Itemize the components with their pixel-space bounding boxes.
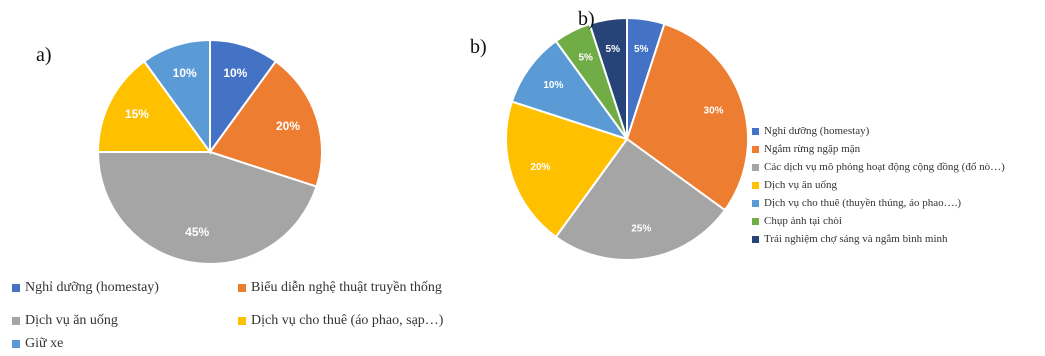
legend-b-label-0: Nghỉ dưỡng (homestay): [764, 125, 870, 137]
panel-label-b: b): [470, 36, 487, 58]
legend-a-item-3: Dịch vụ cho thuê (áo phao, sạp…): [238, 313, 443, 329]
panel-label-a: a): [36, 44, 52, 66]
pie-b-slice-3: [505, 100, 629, 239]
legend-b-swatch-0: [752, 127, 759, 135]
legend-a-label-3: Dịch vụ cho thuê (áo phao, sạp…): [251, 313, 444, 328]
legend-b-item-3: Dịch vụ ăn uống: [752, 179, 837, 191]
pie-b-slice-2: [554, 137, 727, 261]
legend-a-swatch-4: [12, 340, 20, 348]
legend-a-swatch-0: [12, 284, 20, 292]
pie-chart-a: 10% 20% 45% 15% 10%: [96, 38, 323, 265]
legend-b-label-6: Trải nghiệm chợ sáng và ngắm bình minh: [764, 233, 948, 245]
pie-b-slice-label-6: 5%: [606, 44, 621, 55]
legend-b-label-1: Ngắm rừng ngập mặn: [764, 143, 861, 155]
pie-a-slice-1: [208, 59, 323, 188]
legend-b-swatch-2: [752, 163, 759, 171]
legend-b-item-5: Chụp ảnh tại chòi: [752, 215, 842, 227]
legend-a-label-1: Biểu diễn nghệ thuật truyền thống: [251, 280, 442, 295]
legend-a-item-1: Biểu diễn nghệ thuật truyền thống: [238, 280, 442, 296]
pie-a-slice-3: [96, 59, 212, 153]
legend-b-swatch-4: [752, 199, 759, 207]
legend-b-swatch-6: [752, 235, 759, 243]
legend-a-item-4: Giữ xe: [12, 336, 63, 352]
pie-chart-b: 5% 30% 25% 20% 10% 5% 5%: [505, 16, 749, 261]
legend-b-item-2: Các dịch vụ mô phỏng hoạt động cộng đồng…: [752, 161, 1005, 173]
legend-a-swatch-1: [238, 284, 246, 292]
pie-b-slice-1: [625, 22, 749, 212]
pie-a-slice-label-2: 45%: [185, 225, 209, 239]
legend-a-label-4: Giữ xe: [25, 336, 64, 351]
pie-b-slice-label-4: 10%: [543, 80, 563, 91]
legend-a-item-0: Nghỉ dưỡng (homestay): [12, 280, 159, 296]
legend-b-swatch-1: [752, 145, 759, 153]
legend-a-item-2: Dịch vụ ăn uống: [12, 313, 118, 329]
pie-b-slice-label-1: 30%: [704, 106, 724, 117]
legend-b-item-1: Ngắm rừng ngập mặn: [752, 143, 860, 155]
pie-b-slice-label-0: 5%: [634, 44, 649, 55]
pie-b-slice-label-3: 20%: [530, 162, 550, 173]
pie-b-slice-label-5: 5%: [578, 53, 593, 64]
legend-b-swatch-3: [752, 181, 759, 189]
legend-b-swatch-5: [752, 217, 759, 225]
pie-a-slice-label-1: 20%: [276, 119, 300, 133]
panel-label-b-top: b): [578, 8, 595, 30]
pie-a-slice-label-3: 15%: [125, 107, 149, 121]
pie-a-slice-4: [142, 38, 211, 156]
pie-a-slice-2: [96, 151, 318, 265]
legend-b-label-2: Các dịch vụ mô phỏng hoạt động cộng đồng…: [764, 161, 1005, 173]
legend-a-label-0: Nghỉ dưỡng (homestay): [25, 280, 159, 295]
pie-b-slice-4: [510, 39, 630, 141]
legend-a-swatch-2: [12, 317, 20, 325]
pie-a-slice-label-4: 10%: [173, 66, 197, 80]
legend-b-item-0: Nghỉ dưỡng (homestay): [752, 125, 869, 137]
legend-b-label-3: Dịch vụ ăn uống: [764, 179, 838, 191]
pie-a-slice-label-0: 10%: [223, 66, 247, 80]
legend-b-item-4: Dịch vụ cho thuê (thuyền thúng, áo phao……: [752, 197, 961, 209]
legend-b-label-5: Chụp ảnh tại chòi: [764, 215, 842, 227]
legend-a-label-2: Dịch vụ ăn uống: [25, 313, 118, 328]
legend-b-label-4: Dịch vụ cho thuê (thuyền thúng, áo phao……: [764, 197, 962, 209]
pie-b-slice-6: [588, 16, 628, 140]
legend-b-item-6: Trải nghiệm chợ sáng và ngắm bình minh: [752, 233, 948, 245]
pie-b-slice-label-2: 25%: [631, 224, 651, 235]
legend-a-swatch-3: [238, 317, 246, 325]
